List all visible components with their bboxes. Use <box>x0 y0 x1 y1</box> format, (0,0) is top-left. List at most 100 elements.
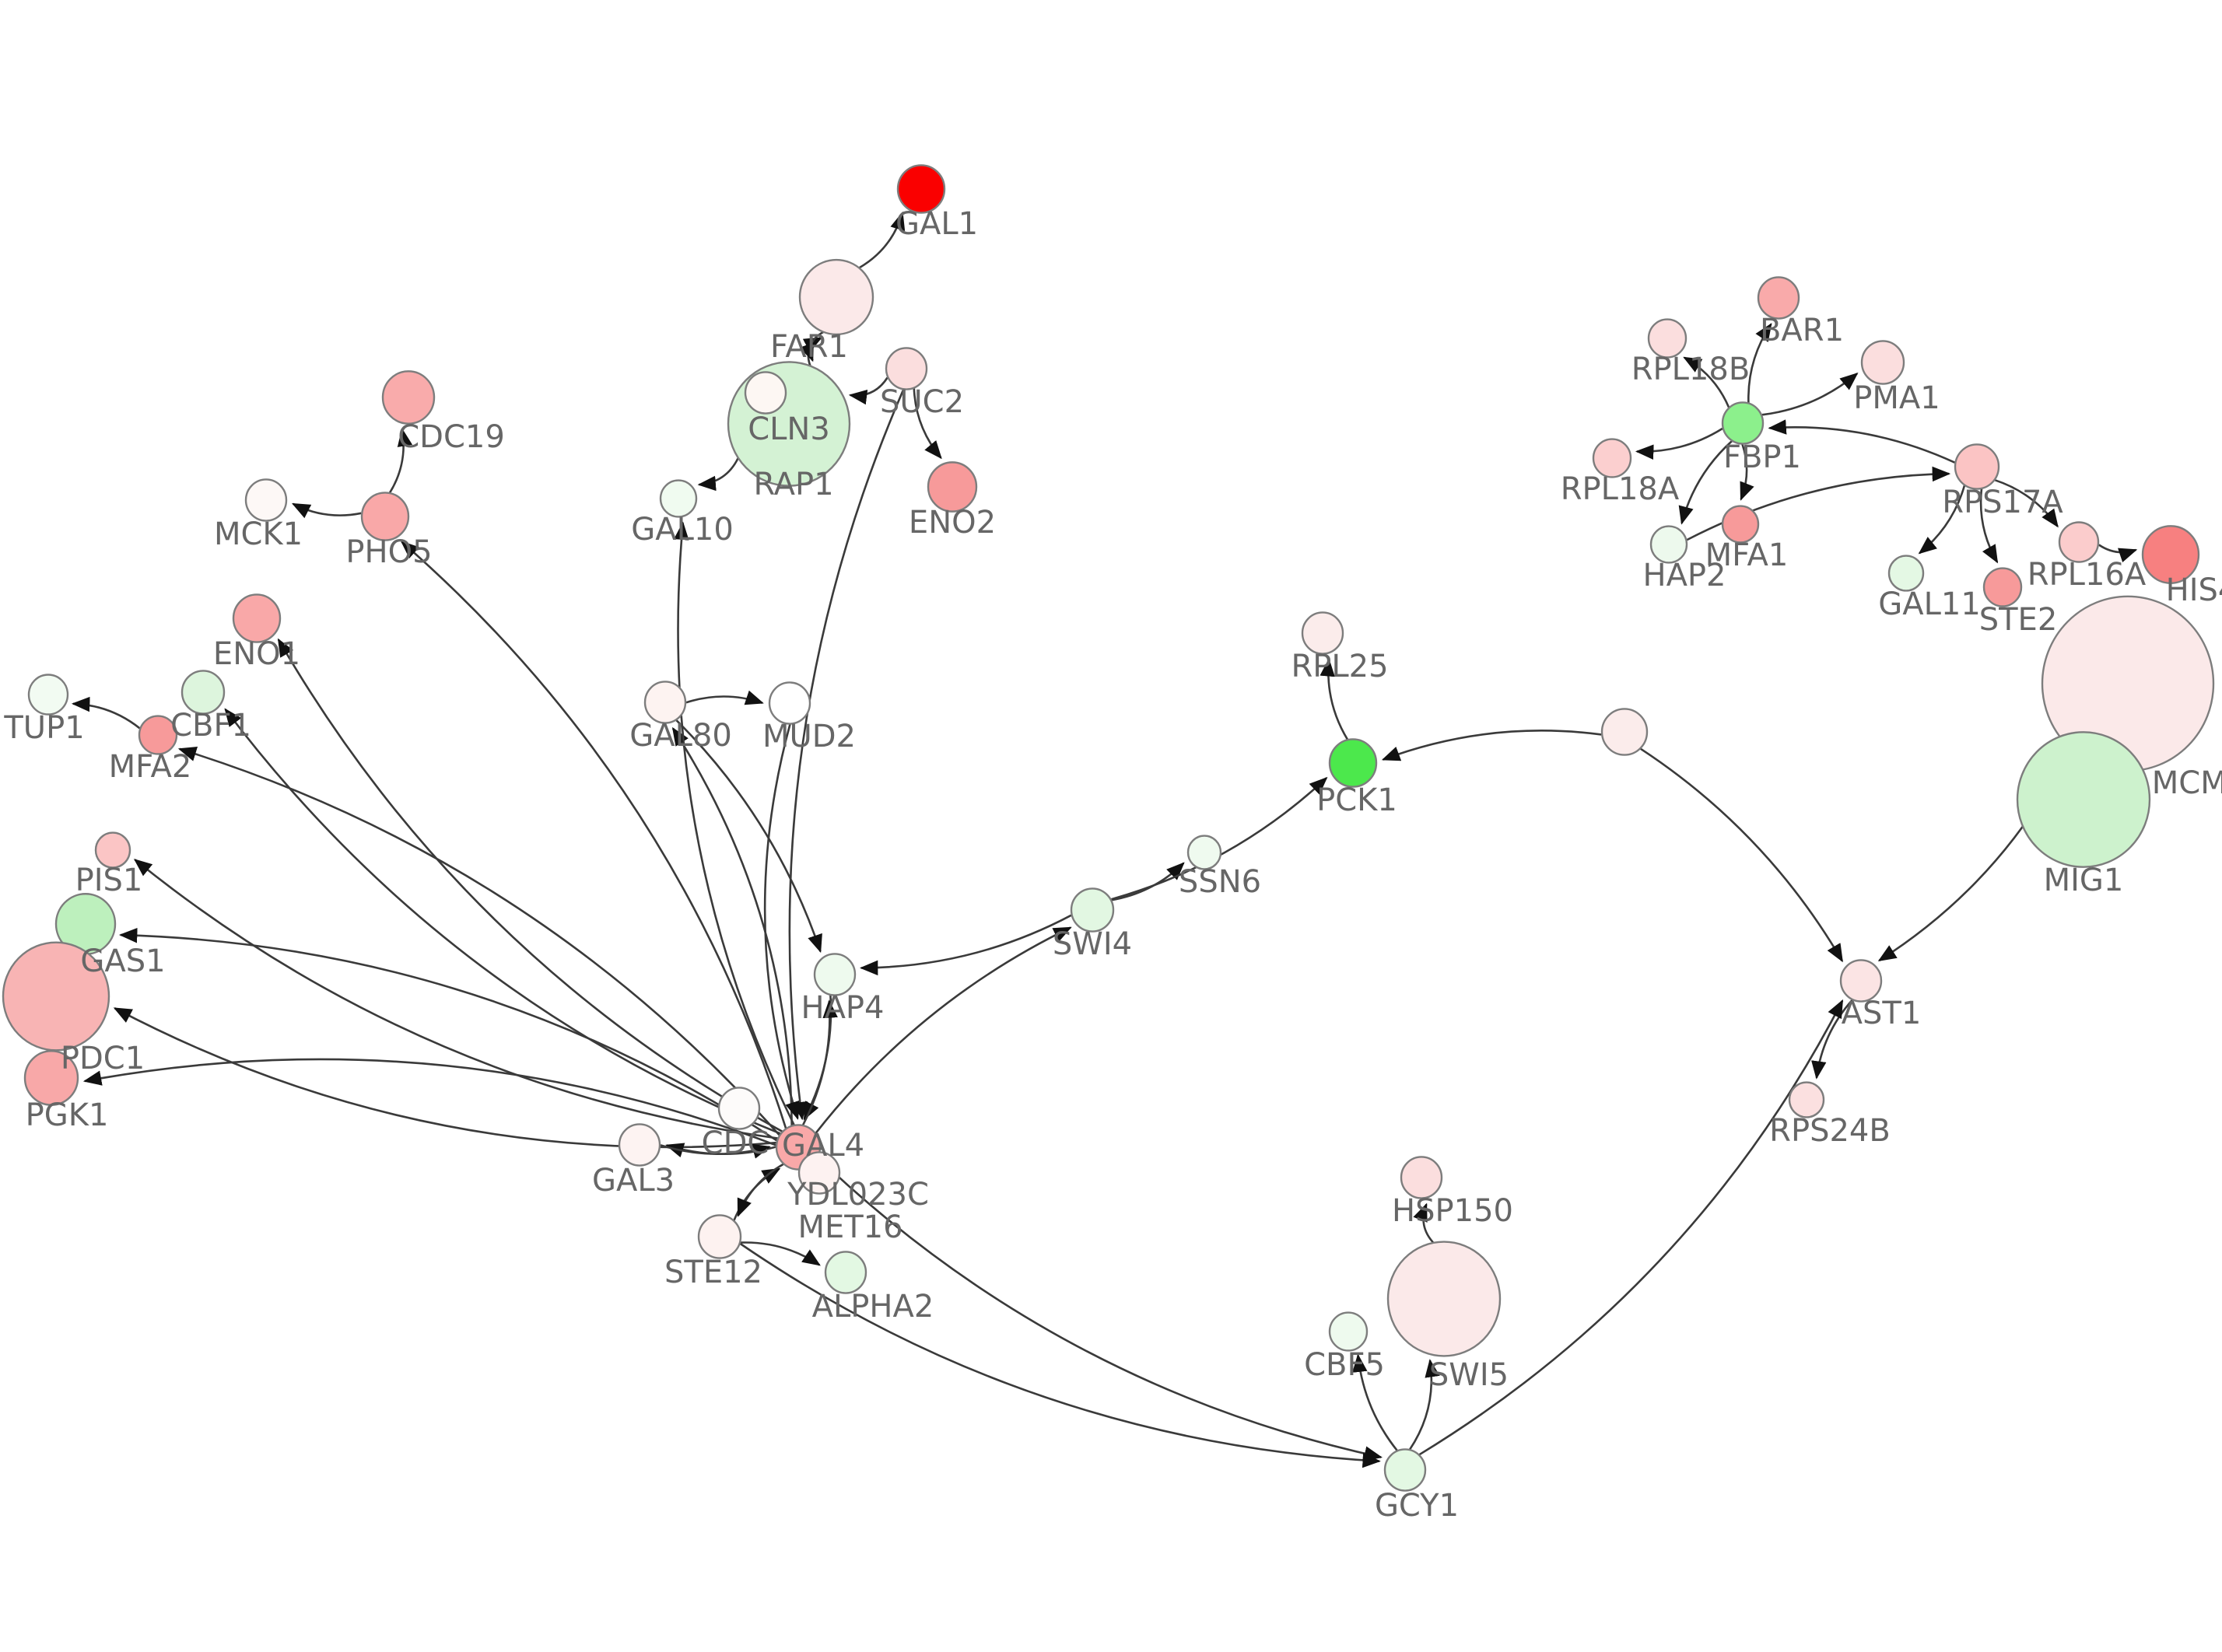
network-node[interactable] <box>2141 525 2200 584</box>
node-label: ENO2 <box>909 505 996 541</box>
node-label: HIS4 <box>2166 572 2222 608</box>
network-node[interactable] <box>23 1050 79 1106</box>
network-node[interactable] <box>1788 1081 1825 1118</box>
network-edge <box>2098 544 2138 563</box>
node-label: HSP150 <box>1392 1193 1513 1229</box>
network-edge <box>1918 485 1966 555</box>
node-label: HAP4 <box>801 990 884 1026</box>
network-edge <box>799 331 824 362</box>
network-edge <box>1740 443 1754 501</box>
node-label: PCK1 <box>1316 782 1397 818</box>
network-edge <box>817 1157 1383 1461</box>
network-node[interactable] <box>1860 340 1905 385</box>
network-edge <box>1418 999 1844 1456</box>
network-node[interactable] <box>1070 887 1115 933</box>
network-node[interactable] <box>2 941 110 1052</box>
network-node[interactable] <box>797 1151 841 1195</box>
network-node[interactable] <box>1839 959 1883 1003</box>
network-node[interactable] <box>824 1251 867 1294</box>
node-label: HAP2 <box>1642 558 1726 593</box>
network-node[interactable] <box>2016 731 2151 868</box>
network-edge <box>1686 466 1951 541</box>
network-edge <box>1678 440 1733 525</box>
node-label: BAR1 <box>1760 313 1844 348</box>
network-node[interactable] <box>659 479 698 518</box>
network-node[interactable] <box>1186 835 1222 870</box>
network-node[interactable] <box>1887 555 1925 592</box>
network-node[interactable] <box>1647 318 1688 359</box>
network-node[interactable] <box>1301 611 1344 655</box>
network-node[interactable] <box>643 681 687 724</box>
network-edge <box>671 726 793 1126</box>
node-layer <box>2 164 2215 1492</box>
network-node[interactable] <box>1600 708 1649 756</box>
network-edge <box>685 690 764 705</box>
network-node[interactable] <box>717 1087 761 1130</box>
network-node[interactable] <box>618 1123 661 1167</box>
network-node[interactable] <box>381 370 436 425</box>
node-label: RPL16A <box>2027 557 2147 593</box>
network-node[interactable] <box>1757 276 1800 320</box>
network-node[interactable] <box>885 347 928 390</box>
network-edge <box>660 1143 771 1159</box>
node-label: MCK1 <box>214 516 303 552</box>
network-node[interactable] <box>697 1214 742 1259</box>
network-node[interactable] <box>360 492 410 541</box>
node-label: FBP1 <box>1723 439 1801 475</box>
network-edge <box>224 708 781 1135</box>
node-label: RPL18B <box>1631 352 1751 387</box>
network-node[interactable] <box>1328 1311 1369 1352</box>
node-label: CDC19 <box>398 419 505 455</box>
network-edge <box>113 1007 776 1149</box>
network-edge <box>1994 479 2059 528</box>
network-node[interactable] <box>1386 1241 1502 1357</box>
network-node[interactable] <box>27 674 69 716</box>
network-node[interactable] <box>1721 505 1760 544</box>
network-node[interactable] <box>232 593 282 643</box>
network-edge <box>740 1241 821 1266</box>
node-label: GAL80 <box>629 718 732 754</box>
network-node[interactable] <box>927 461 978 513</box>
network-edge <box>1683 356 1730 408</box>
network-edge <box>1747 323 1772 404</box>
node-label: STE12 <box>664 1255 762 1290</box>
node-label: CDC <box>702 1125 769 1161</box>
node-label: PMA1 <box>1853 380 1940 416</box>
node-label: PGK1 <box>26 1097 109 1133</box>
network-node[interactable] <box>180 670 226 715</box>
edge-layer <box>71 211 2138 1468</box>
network-edge <box>1811 999 1853 1080</box>
network-node[interactable] <box>1383 1448 1427 1492</box>
network-node[interactable] <box>896 164 946 214</box>
network-node[interactable] <box>2058 521 2100 563</box>
network-node[interactable] <box>1954 443 2000 490</box>
node-label: ALPHA2 <box>812 1289 934 1325</box>
node-label: GCY1 <box>1375 1488 1459 1524</box>
network-node[interactable] <box>744 371 787 415</box>
network-node[interactable] <box>1721 401 1765 445</box>
node-label: FAR1 <box>770 329 848 365</box>
network-node[interactable] <box>798 258 874 336</box>
node-label: GAL10 <box>631 512 734 548</box>
network-edge <box>71 696 141 730</box>
network-node[interactable] <box>1592 438 1632 478</box>
network-edge <box>82 1058 776 1146</box>
node-label: MUD2 <box>762 719 856 754</box>
network-edge <box>1639 747 1844 963</box>
network-edge <box>675 719 822 954</box>
network-node[interactable] <box>1982 567 2023 607</box>
network-node[interactable] <box>1649 525 1688 564</box>
network-node[interactable] <box>813 953 857 996</box>
node-label: MFA2 <box>109 749 192 785</box>
network-edge <box>859 914 1072 976</box>
network-node[interactable] <box>94 831 131 869</box>
network-node[interactable] <box>244 478 288 522</box>
network-node[interactable] <box>1400 1156 1443 1199</box>
node-label: GAL11 <box>1878 586 1981 622</box>
network-edge <box>1408 1359 1440 1451</box>
network-node[interactable] <box>138 715 178 755</box>
network-node[interactable] <box>1328 738 1378 788</box>
node-label: SWI5 <box>1429 1357 1509 1393</box>
network-node[interactable] <box>768 681 811 725</box>
